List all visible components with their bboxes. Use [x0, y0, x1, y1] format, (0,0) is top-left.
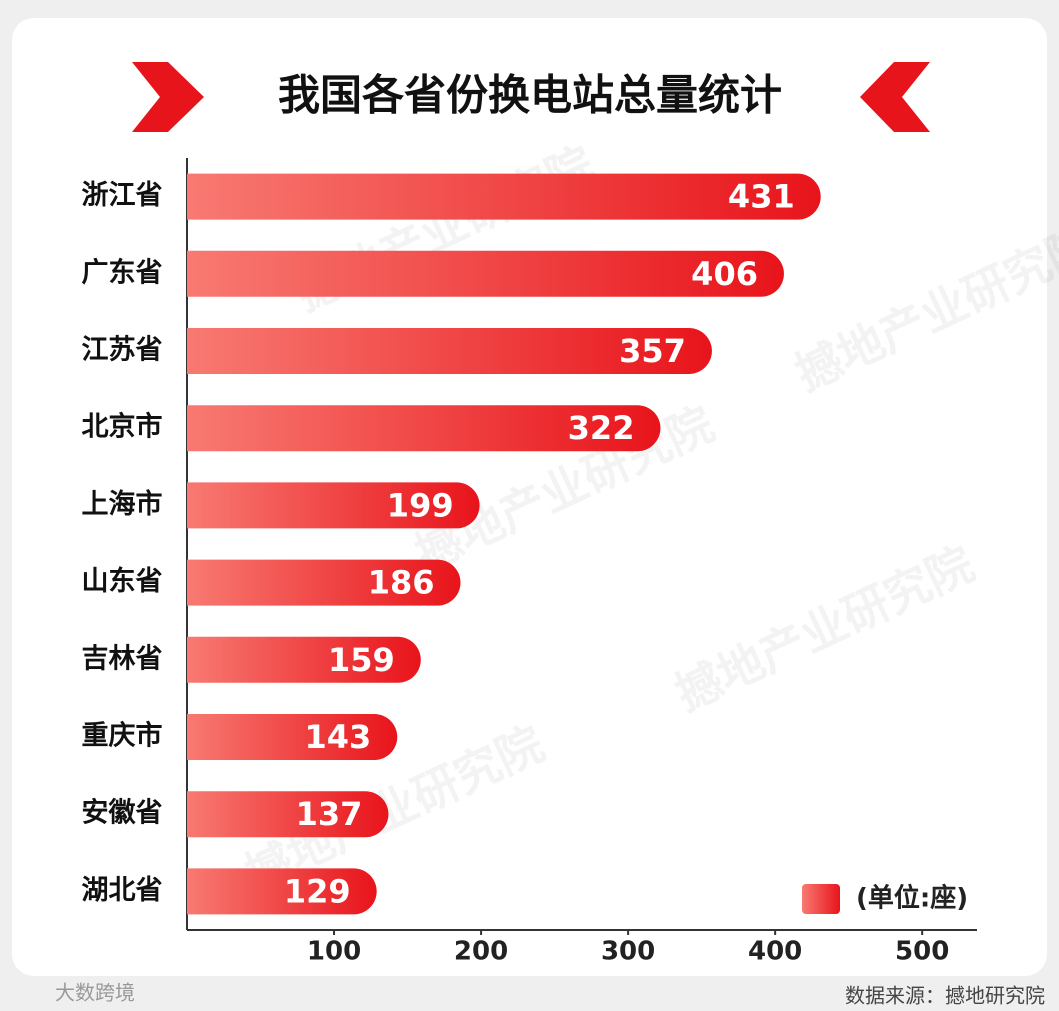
y-tick-label: 广东省	[82, 256, 163, 288]
y-tick-label: 湖北省	[82, 875, 163, 906]
bar	[187, 328, 712, 374]
y-tick-label: 安徽省	[82, 798, 163, 829]
corner-logo: 大数跨境	[55, 981, 135, 1005]
y-tick-label: 重庆市	[82, 720, 163, 752]
x-tick-label: 300	[601, 937, 655, 967]
chart-title: 我国各省份换电站总量统计	[278, 71, 782, 120]
legend-label: (单位:座)	[856, 883, 968, 914]
bar	[187, 173, 821, 220]
value-label: 137	[296, 795, 363, 833]
source: 数据来源：撼地研究院	[845, 984, 1045, 1008]
bar	[187, 250, 784, 297]
x-tick-label: 200	[454, 937, 508, 967]
value-label: 357	[619, 332, 686, 370]
y-tick-label: 江苏省	[82, 335, 163, 366]
y-tick-label: 吉林省	[82, 643, 163, 674]
value-label: 199	[387, 486, 454, 524]
bar	[187, 714, 398, 760]
value-label: 129	[284, 872, 351, 910]
bar	[187, 868, 377, 915]
value-label: 406	[691, 255, 758, 293]
value-label: 159	[328, 641, 395, 679]
value-label: 431	[728, 178, 795, 216]
bar	[187, 559, 461, 606]
x-tick-label: 100	[307, 937, 361, 967]
value-label: 186	[368, 564, 435, 602]
y-tick-label: 山东省	[82, 565, 163, 597]
bar	[187, 791, 389, 838]
title-chevron-right	[860, 62, 930, 132]
value-label: 322	[568, 409, 635, 447]
title-chevron-left	[132, 62, 204, 132]
legend-swatch	[802, 884, 840, 914]
bar	[187, 405, 661, 452]
bar	[187, 482, 480, 529]
x-tick-label: 500	[895, 937, 949, 967]
y-tick-label: 北京市	[82, 411, 163, 443]
bar	[187, 636, 421, 683]
y-tick-label: 上海市	[82, 488, 163, 520]
value-label: 143	[304, 718, 371, 756]
y-tick-label: 浙江省	[82, 180, 163, 211]
x-tick-label: 400	[748, 937, 802, 967]
